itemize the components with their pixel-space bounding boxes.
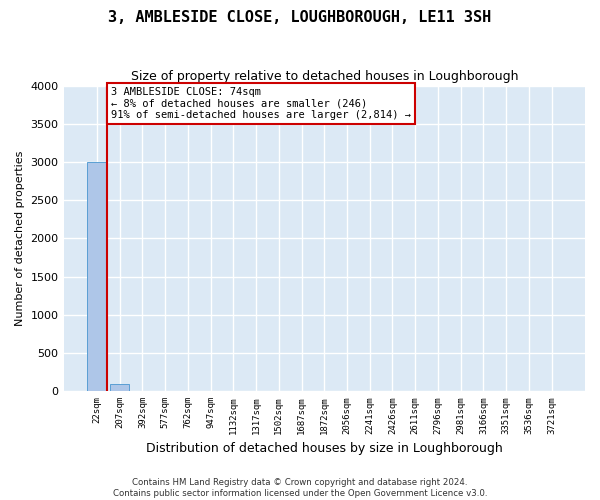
Title: Size of property relative to detached houses in Loughborough: Size of property relative to detached ho…	[131, 70, 518, 83]
Text: Contains HM Land Registry data © Crown copyright and database right 2024.
Contai: Contains HM Land Registry data © Crown c…	[113, 478, 487, 498]
Bar	[110, 384, 130, 391]
Text: 3 AMBLESIDE CLOSE: 74sqm
← 8% of detached houses are smaller (246)
91% of semi-d: 3 AMBLESIDE CLOSE: 74sqm ← 8% of detache…	[111, 87, 411, 120]
Text: 3, AMBLESIDE CLOSE, LOUGHBOROUGH, LE11 3SH: 3, AMBLESIDE CLOSE, LOUGHBOROUGH, LE11 3…	[109, 10, 491, 25]
X-axis label: Distribution of detached houses by size in Loughborough: Distribution of detached houses by size …	[146, 442, 503, 455]
Bar	[87, 162, 107, 391]
Y-axis label: Number of detached properties: Number of detached properties	[15, 150, 25, 326]
